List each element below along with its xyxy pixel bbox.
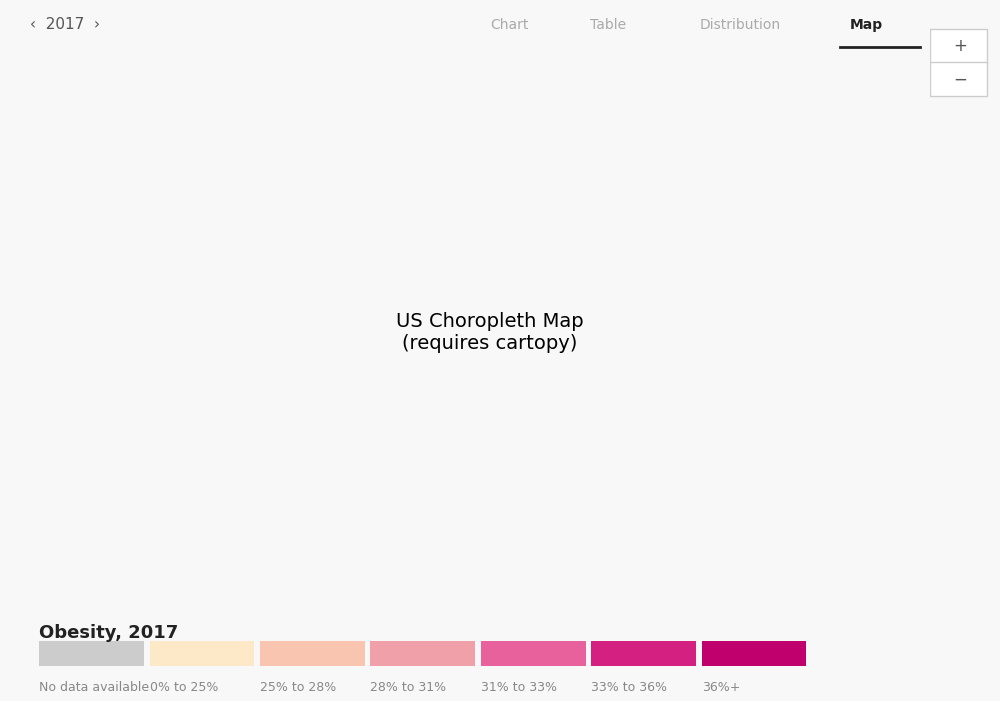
FancyBboxPatch shape xyxy=(702,641,806,667)
FancyBboxPatch shape xyxy=(150,641,254,667)
Text: +: + xyxy=(953,37,967,55)
FancyBboxPatch shape xyxy=(591,641,696,667)
Text: US Choropleth Map
(requires cartopy): US Choropleth Map (requires cartopy) xyxy=(396,313,584,353)
Text: 31% to 33%: 31% to 33% xyxy=(481,681,557,694)
Text: ‹  2017  ›: ‹ 2017 › xyxy=(30,17,100,32)
Text: 36%+: 36%+ xyxy=(702,681,740,694)
Text: Distribution: Distribution xyxy=(700,18,781,32)
FancyBboxPatch shape xyxy=(481,641,586,667)
Text: No data available: No data available xyxy=(39,681,149,694)
Text: 28% to 31%: 28% to 31% xyxy=(370,681,447,694)
Text: Table: Table xyxy=(590,18,626,32)
Text: 33% to 36%: 33% to 36% xyxy=(591,681,667,694)
FancyBboxPatch shape xyxy=(930,62,987,96)
FancyBboxPatch shape xyxy=(370,641,475,667)
FancyBboxPatch shape xyxy=(930,29,987,63)
Text: −: − xyxy=(953,70,967,88)
Text: 25% to 28%: 25% to 28% xyxy=(260,681,336,694)
FancyBboxPatch shape xyxy=(39,641,144,667)
Text: Obesity, 2017: Obesity, 2017 xyxy=(39,624,178,641)
Text: Chart: Chart xyxy=(490,18,528,32)
Text: 0% to 25%: 0% to 25% xyxy=(150,681,218,694)
FancyBboxPatch shape xyxy=(260,641,365,667)
Text: Map: Map xyxy=(850,18,883,32)
